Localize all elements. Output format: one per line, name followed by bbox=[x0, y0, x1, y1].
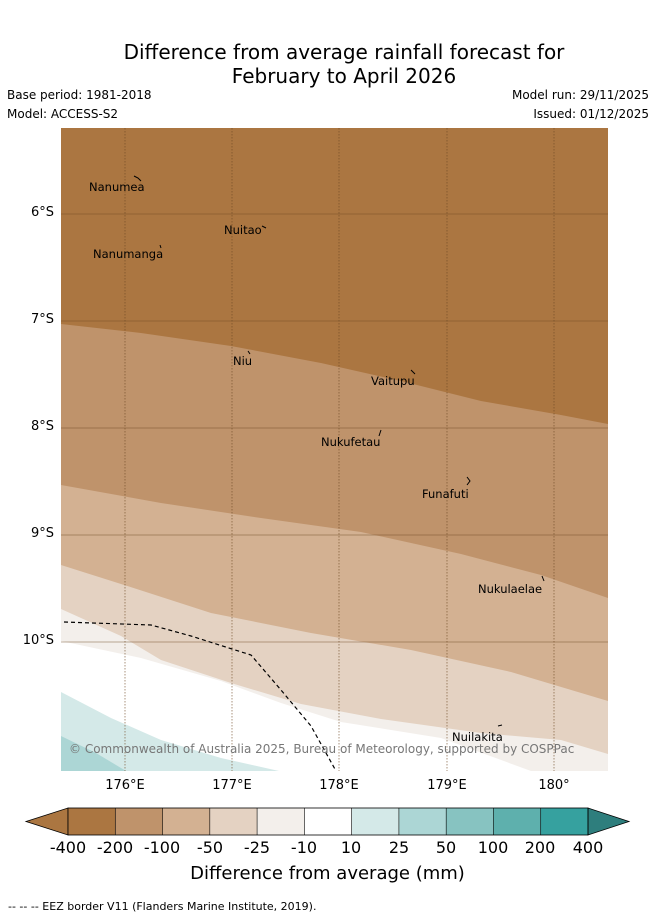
tick-label: -50 bbox=[196, 838, 224, 857]
colorbar-cell bbox=[68, 808, 116, 835]
band-plus-25 bbox=[61, 736, 126, 771]
island-outlines bbox=[133, 175, 545, 727]
place-label-nukufetau: Nukufetau bbox=[321, 435, 380, 449]
colorbar-cell bbox=[257, 808, 305, 835]
lon-label-180: 180° bbox=[538, 778, 570, 793]
lon-label-176e: 176°E bbox=[105, 778, 145, 793]
base-period: Base period: 1981-2018 bbox=[7, 88, 152, 102]
place-label-nukulaelae: Nukulaelae bbox=[478, 582, 542, 596]
lat-label-10s: 10°S bbox=[22, 633, 54, 648]
lon-label-178e: 178°E bbox=[319, 778, 359, 793]
place-label-funafuti: Funafuti bbox=[422, 487, 469, 501]
lon-label-179e: 179°E bbox=[427, 778, 467, 793]
band-plus-10 bbox=[61, 692, 279, 771]
model-name: Model: ACCESS-S2 bbox=[7, 107, 119, 121]
place-label-nuilakita: Nuilakita bbox=[452, 730, 503, 744]
lon-label-177e: 177°E bbox=[212, 778, 252, 793]
issued-date: Issued: 01/12/2025 bbox=[533, 107, 649, 121]
place-label-nanumanga: Nanumanga bbox=[93, 247, 163, 261]
colorbar-extend-low bbox=[24, 807, 69, 836]
colorbar-cell bbox=[304, 808, 353, 835]
tick-label: 50 bbox=[435, 838, 457, 857]
tick-label: -400 bbox=[49, 838, 87, 857]
colorbar-cell bbox=[493, 808, 542, 835]
colorbar-cell bbox=[209, 808, 258, 835]
colorbar-cell bbox=[398, 808, 447, 835]
model-run: Model run: 29/11/2025 bbox=[511, 88, 649, 102]
latitude-gridlines bbox=[61, 213, 608, 643]
tick-label: 10 bbox=[340, 838, 362, 857]
colorbar-cell bbox=[162, 808, 211, 835]
colorbar-label: Difference from average (mm) bbox=[190, 863, 465, 884]
colorbar-cell bbox=[540, 808, 589, 835]
tick-label: -10 bbox=[290, 838, 318, 857]
title-line-2: February to April 2026 bbox=[231, 64, 457, 88]
place-label-niu: Niu bbox=[233, 354, 252, 368]
lat-label-6s: 6°S bbox=[30, 205, 54, 220]
lat-label-9s: 9°S bbox=[30, 526, 54, 541]
eez-border bbox=[63, 621, 337, 771]
colorbar-cell bbox=[351, 808, 400, 835]
colorbar bbox=[24, 807, 631, 836]
lat-label-8s: 8°S bbox=[30, 419, 54, 434]
tick-label: -25 bbox=[243, 838, 271, 857]
tick-label: 200 bbox=[524, 838, 556, 857]
tick-label: -200 bbox=[96, 838, 134, 857]
rainfall-map: Nanumea Nuitao Nanumanga Niu Vaitupu Nuk… bbox=[61, 128, 608, 771]
lat-label-7s: 7°S bbox=[30, 312, 54, 327]
colorbar-extend-high bbox=[587, 807, 631, 836]
band-neutral bbox=[61, 641, 531, 771]
colorbar-cell bbox=[115, 808, 164, 835]
colorbar-frame bbox=[67, 807, 589, 836]
eez-footnote: -- -- -- EEZ border V11 (Flanders Marine… bbox=[8, 900, 317, 913]
longitude-gridlines bbox=[124, 128, 555, 771]
copyright-notice: © Commonwealth of Australia 2025, Bureau… bbox=[69, 742, 574, 756]
colorbar-cell bbox=[446, 808, 494, 835]
place-label-nuitao: Nuitao bbox=[224, 223, 262, 237]
place-label-nanumea: Nanumea bbox=[89, 180, 145, 194]
tick-label: -100 bbox=[143, 838, 181, 857]
tick-label: 400 bbox=[572, 838, 604, 857]
tick-label: 25 bbox=[388, 838, 410, 857]
tick-label: 100 bbox=[477, 838, 509, 857]
chart-title: Difference from average rainfall forecas… bbox=[0, 40, 655, 88]
title-line-1: Difference from average rainfall forecas… bbox=[123, 40, 565, 64]
place-label-vaitupu: Vaitupu bbox=[371, 374, 415, 388]
